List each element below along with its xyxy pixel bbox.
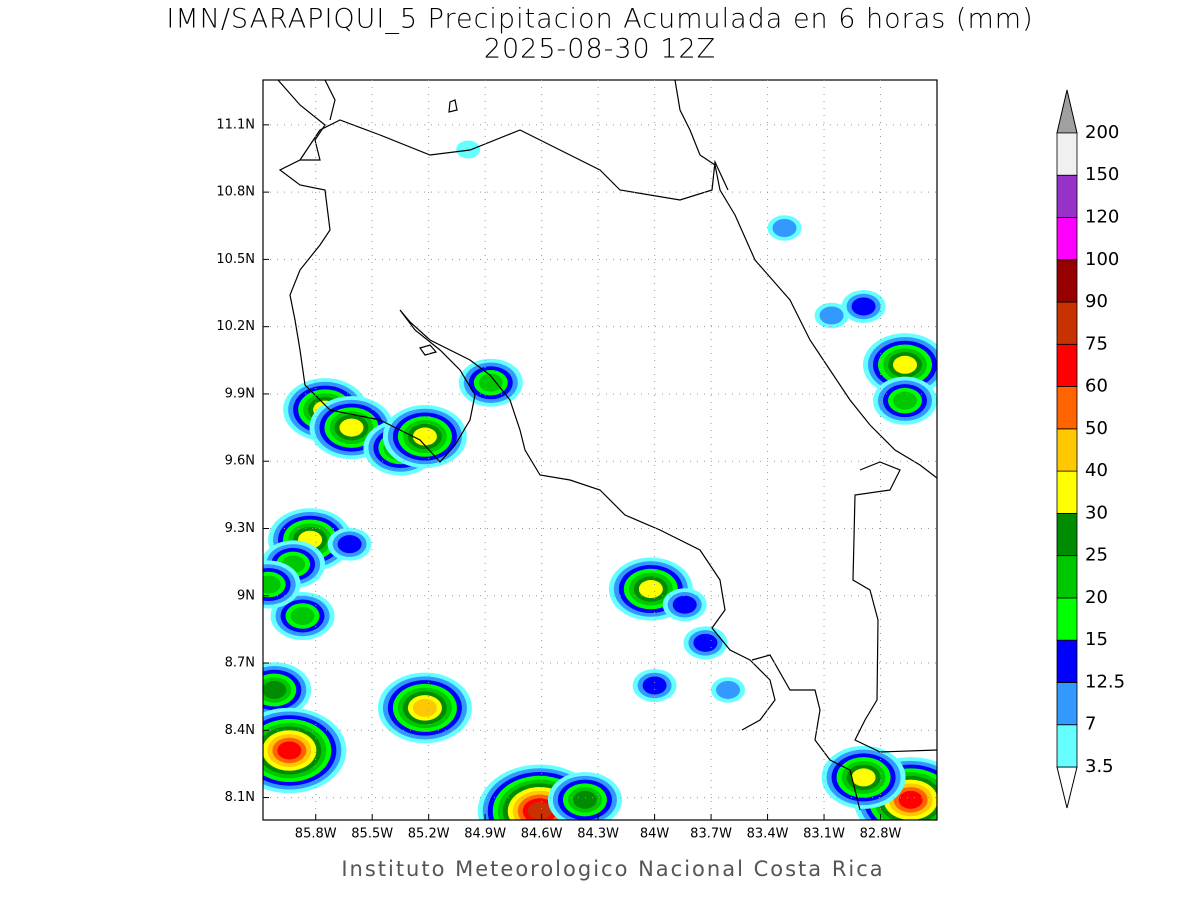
colorbar-label: 60 bbox=[1085, 376, 1108, 397]
precip-contour bbox=[478, 373, 503, 392]
precip-contour bbox=[638, 580, 663, 599]
colorbar-label: 50 bbox=[1085, 418, 1108, 439]
y-tick-label: 10.8N bbox=[216, 185, 255, 200]
colorbar-box bbox=[1056, 639, 1078, 683]
colorbar-label: 40 bbox=[1085, 460, 1108, 481]
precip-contour bbox=[572, 790, 597, 809]
precip-contour bbox=[456, 140, 481, 159]
x-tick-label: 84.6W bbox=[521, 827, 563, 842]
x-tick-label: 84W bbox=[640, 827, 670, 842]
precip-contour bbox=[892, 391, 917, 410]
y-tick-label: 9N bbox=[237, 588, 255, 603]
caribbean-coast bbox=[674, 80, 937, 479]
colorbar-box bbox=[1056, 428, 1078, 472]
colorbar-label: 30 bbox=[1085, 502, 1108, 523]
golfo-dulce bbox=[751, 654, 861, 811]
title: IMN/SARAPIQUI_5 Precipitacion Acumulada … bbox=[166, 4, 1033, 35]
precip-contour bbox=[642, 676, 667, 695]
colorbar-box bbox=[1056, 682, 1078, 726]
colorbar-label: 120 bbox=[1085, 206, 1119, 227]
x-tick-label: 84.9W bbox=[464, 827, 506, 842]
colorbar-box bbox=[1056, 512, 1078, 557]
x-tick-label: 83.1W bbox=[803, 827, 845, 842]
precip-contour bbox=[263, 680, 287, 699]
colorbar-label: 75 bbox=[1085, 333, 1108, 354]
northern-border bbox=[299, 119, 729, 201]
precip-contour bbox=[772, 219, 797, 237]
y-tick-label: 11.1N bbox=[216, 117, 255, 132]
y-tick-label: 8.7N bbox=[225, 656, 255, 671]
y-tick-label: 8.1N bbox=[225, 790, 255, 805]
precip-contour bbox=[263, 575, 281, 594]
colorbar-box bbox=[1056, 724, 1078, 768]
island bbox=[419, 99, 458, 356]
x-tick-label: 85.8W bbox=[295, 827, 337, 842]
colorbar-under bbox=[1056, 766, 1078, 809]
colorbar-box bbox=[1056, 259, 1078, 303]
y-tick-label: 9.9N bbox=[225, 386, 255, 401]
y-tick-label: 10.2N bbox=[216, 319, 255, 334]
colorbar-label: 12.5 bbox=[1085, 671, 1125, 692]
colorbar-label: 200 bbox=[1085, 122, 1119, 143]
precip-contour bbox=[819, 306, 844, 325]
subtitle: 2025-08-30 12Z bbox=[484, 34, 716, 65]
precip-contour bbox=[892, 355, 917, 374]
colorbar-box bbox=[1056, 301, 1078, 345]
precip-contour bbox=[412, 427, 437, 446]
x-tick-label: 82.8W bbox=[860, 827, 902, 842]
x-tick-label: 84.3W bbox=[577, 827, 619, 842]
precip-contour bbox=[527, 802, 552, 820]
colorbar-box bbox=[1056, 217, 1078, 261]
precip-field bbox=[263, 140, 937, 820]
precip-contour bbox=[672, 595, 697, 614]
x-tick-label: 85.5W bbox=[351, 827, 393, 842]
precip-contour bbox=[851, 768, 876, 787]
colorbar-box bbox=[1056, 597, 1078, 641]
southern-border bbox=[852, 461, 937, 753]
pacific-coast bbox=[277, 80, 776, 731]
y-tick-label: 9.6N bbox=[225, 454, 255, 469]
precip-contour bbox=[898, 790, 923, 809]
colorbar-box bbox=[1056, 132, 1078, 176]
colorbar-box bbox=[1056, 555, 1078, 599]
precip-contour bbox=[716, 680, 741, 699]
plot-frame bbox=[262, 79, 938, 821]
precip-contour bbox=[851, 297, 876, 316]
colorbar-label: 15 bbox=[1085, 629, 1108, 650]
precip-contour bbox=[412, 698, 437, 717]
colorbar-box bbox=[1056, 470, 1078, 514]
y-tick-label: 8.4N bbox=[225, 723, 255, 738]
precip-contour bbox=[693, 633, 718, 652]
colorbar-label: 7 bbox=[1085, 714, 1096, 735]
x-tick-label: 85.2W bbox=[408, 827, 450, 842]
colorbar-label: 90 bbox=[1085, 291, 1108, 312]
colorbar-label: 20 bbox=[1085, 587, 1108, 608]
y-tick-label: 9.3N bbox=[225, 521, 255, 536]
precip-contour bbox=[337, 535, 362, 554]
x-tick-label: 83.7W bbox=[690, 827, 732, 842]
colorbar-label: 3.5 bbox=[1085, 756, 1114, 777]
precip-contour bbox=[277, 741, 302, 760]
colorbar-label: 25 bbox=[1085, 545, 1108, 566]
colorbar-box bbox=[1056, 386, 1078, 430]
precip-contour bbox=[339, 418, 364, 437]
colorbar-label: 100 bbox=[1085, 249, 1119, 270]
lake-shore bbox=[324, 80, 336, 121]
colorbar-label: 150 bbox=[1085, 164, 1119, 185]
colorbar-over bbox=[1056, 89, 1078, 134]
coastlines bbox=[277, 80, 937, 811]
colorbar-box bbox=[1056, 174, 1078, 218]
x-tick-label: 83.4W bbox=[747, 827, 789, 842]
colorbar-box bbox=[1056, 343, 1078, 387]
precip-contour bbox=[290, 606, 315, 625]
footer: Instituto Meteorologico Nacional Costa R… bbox=[341, 857, 884, 881]
y-tick-label: 10.5N bbox=[216, 252, 255, 267]
